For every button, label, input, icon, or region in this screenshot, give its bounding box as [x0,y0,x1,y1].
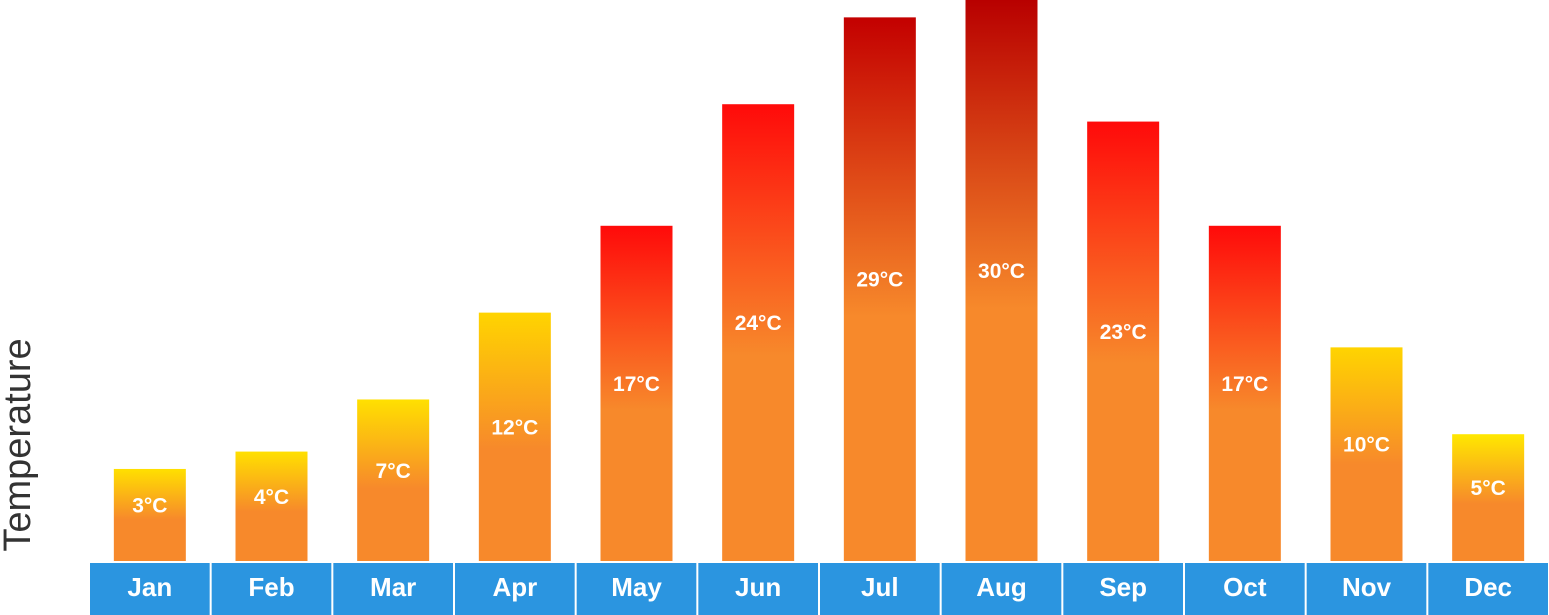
x-tick-label: Apr [492,572,537,602]
category-box [1306,563,1427,615]
category-box [820,563,940,615]
x-tick-label: Jun [735,572,781,602]
value-label: 12°C [491,416,538,439]
value-label: 3°C [132,495,167,518]
category-box [1428,563,1548,615]
x-tick-label: Oct [1223,572,1267,602]
category-box [698,563,818,615]
x-tick-label: Jan [127,572,172,602]
value-label: 17°C [613,373,660,396]
bar [235,451,308,561]
x-tick-label: Aug [976,572,1027,602]
value-label: 17°C [1221,373,1268,396]
bar [1087,121,1160,561]
x-tick-label: Feb [248,572,294,602]
value-label: 30°C [978,260,1025,283]
category-box [90,563,210,615]
category-box [576,563,697,615]
bar [113,468,186,561]
x-tick-label: Dec [1464,572,1512,602]
x-tick-label: May [611,572,662,602]
x-tick-label: Mar [370,572,416,602]
value-label: 10°C [1343,434,1390,457]
value-label: 4°C [254,486,289,509]
x-tick-label: Sep [1099,572,1147,602]
category-box [1063,563,1183,615]
x-tick-label: Nov [1342,572,1392,602]
bar [722,104,795,562]
value-label: 5°C [1471,477,1506,500]
category-box [455,563,575,615]
bar [1208,225,1281,561]
bar [965,0,1038,561]
category-box [333,563,453,615]
bar [843,17,916,562]
category-box [941,563,1062,615]
category-box [1185,563,1305,615]
value-label: 29°C [856,269,903,292]
bar [1330,347,1403,561]
bar [357,399,430,561]
category-box [211,563,332,615]
bar [1452,434,1525,561]
value-label: 7°C [376,460,411,483]
bar [600,225,673,561]
value-label: 24°C [735,312,782,335]
x-tick-label: Jul [861,572,899,602]
y-axis-label: Temperature [0,338,39,551]
bar [478,312,551,561]
value-label: 23°C [1100,321,1147,344]
